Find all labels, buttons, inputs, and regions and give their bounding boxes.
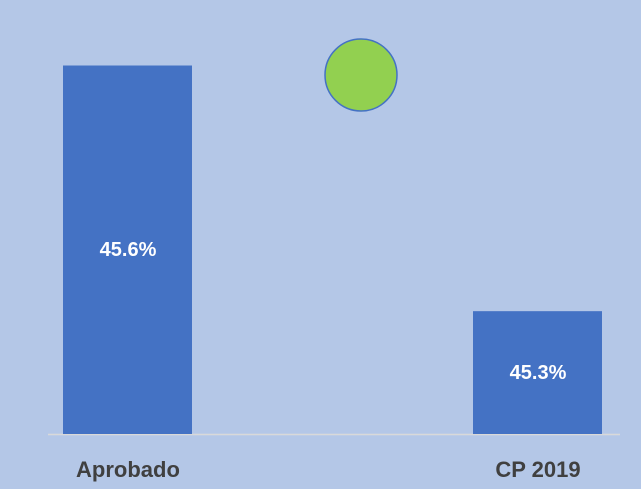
bar bbox=[63, 65, 192, 435]
x-tick-label: Aprobado bbox=[76, 457, 180, 482]
x-tick-label: CP 2019 bbox=[495, 457, 580, 482]
data-label: 45.3% bbox=[510, 362, 567, 384]
bar bbox=[473, 311, 602, 434]
marker-circle bbox=[324, 38, 398, 112]
data-label: 45.6% bbox=[100, 239, 157, 261]
